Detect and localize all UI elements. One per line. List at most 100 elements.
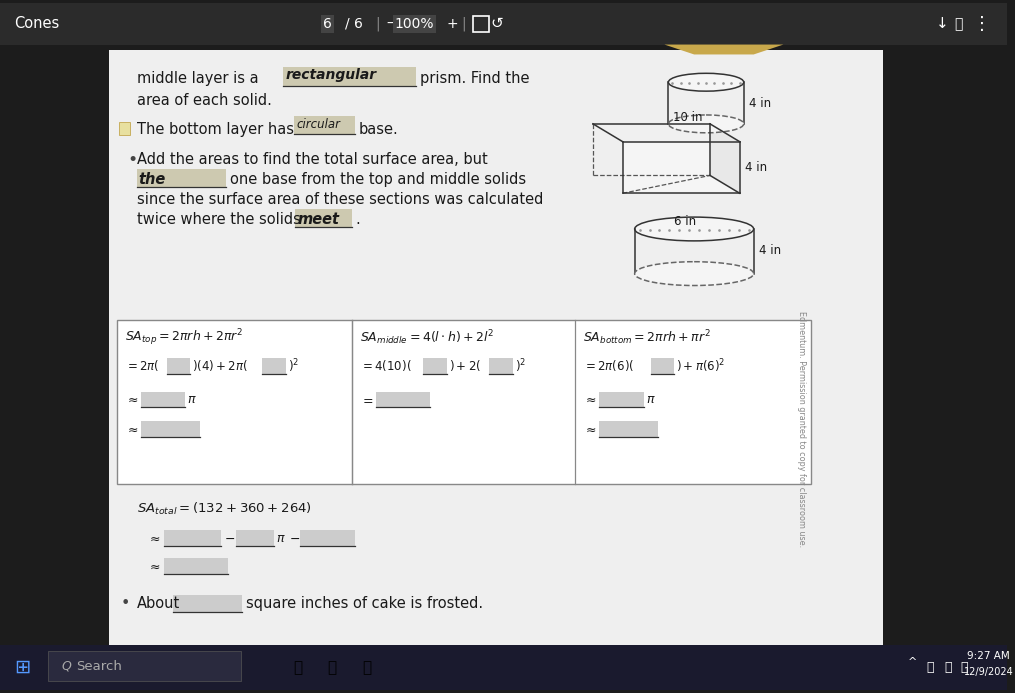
Bar: [236, 530, 274, 546]
Bar: [262, 358, 285, 374]
Text: $= 4(10)($: $= 4(10)($: [360, 358, 412, 374]
Bar: [293, 116, 355, 134]
Text: rectangular: rectangular: [285, 69, 377, 82]
Text: circular: circular: [296, 119, 340, 132]
Bar: [651, 358, 674, 374]
Text: 📶: 📶: [927, 661, 934, 674]
Bar: [423, 358, 448, 374]
Text: ⋮: ⋮: [972, 15, 991, 33]
Text: 4 in: 4 in: [749, 96, 770, 109]
Text: 🔵: 🔵: [328, 660, 337, 675]
Bar: [109, 51, 883, 645]
Text: prism. Find the: prism. Find the: [420, 71, 530, 86]
Text: $\approx$: $\approx$: [147, 532, 160, 545]
Text: / 6: / 6: [345, 17, 363, 30]
Bar: [376, 392, 430, 407]
Polygon shape: [710, 124, 740, 193]
Bar: [117, 320, 811, 484]
Bar: [599, 392, 644, 407]
Text: $\approx$: $\approx$: [125, 393, 138, 406]
Text: 6: 6: [323, 17, 332, 30]
Text: $-$: $-$: [288, 532, 299, 545]
Text: ⊞: ⊞: [14, 658, 31, 677]
Text: 4 in: 4 in: [745, 161, 767, 174]
Polygon shape: [593, 124, 740, 142]
Text: $\approx$: $\approx$: [125, 423, 138, 436]
Text: 6 in: 6 in: [674, 215, 696, 227]
Text: •: •: [121, 597, 130, 611]
Text: $-$: $-$: [224, 532, 235, 545]
Text: square inches of cake is frosted.: square inches of cake is frosted.: [246, 597, 483, 611]
Text: ↓: ↓: [936, 16, 948, 31]
Bar: [173, 595, 242, 612]
Text: |: |: [461, 17, 466, 31]
Text: $SA_{bottom} = 2\pi rh + \pi r^2$: $SA_{bottom} = 2\pi rh + \pi r^2$: [583, 328, 710, 347]
Text: $SA_{total} = (132 + 360 + 264)$: $SA_{total} = (132 + 360 + 264)$: [137, 500, 312, 517]
Text: the: the: [139, 172, 166, 187]
Polygon shape: [623, 142, 740, 193]
Text: $) + \pi(6)^2$: $) + \pi(6)^2$: [676, 357, 726, 375]
Text: ↺: ↺: [491, 16, 503, 31]
Ellipse shape: [668, 115, 744, 133]
Text: 🔊: 🔊: [944, 661, 952, 674]
Text: one base from the top and middle solids: one base from the top and middle solids: [230, 172, 526, 187]
Text: 100%: 100%: [395, 17, 434, 30]
Text: $\approx$: $\approx$: [583, 423, 597, 436]
Text: 🖨: 🖨: [955, 17, 963, 30]
Bar: [473, 16, 489, 32]
Ellipse shape: [634, 262, 754, 286]
Text: Cones: Cones: [14, 16, 59, 31]
Bar: [5, 649, 41, 683]
Bar: [0, 3, 1007, 44]
Text: —: —: [387, 17, 401, 30]
Ellipse shape: [634, 217, 754, 241]
Text: +: +: [447, 17, 458, 30]
Text: .: .: [355, 211, 359, 227]
Polygon shape: [665, 44, 784, 55]
Text: •: •: [127, 150, 137, 168]
Text: |: |: [375, 17, 380, 31]
Text: 12/9/2024: 12/9/2024: [964, 667, 1014, 677]
Bar: [282, 67, 416, 86]
Bar: [300, 530, 355, 546]
Text: Q: Q: [62, 660, 71, 673]
Text: Edmentum. Permission granted to copy for classroom use.: Edmentum. Permission granted to copy for…: [797, 311, 806, 547]
Text: Search: Search: [76, 660, 122, 673]
Text: 9:27 AM: 9:27 AM: [967, 651, 1010, 661]
Text: $=$: $=$: [360, 393, 374, 406]
Bar: [294, 209, 352, 227]
Text: $) + 2($: $) + 2($: [450, 358, 481, 374]
Text: twice where the solids: twice where the solids: [137, 211, 300, 227]
Text: $)^2$: $)^2$: [515, 357, 526, 375]
Text: ⏰: ⏰: [960, 661, 967, 674]
Bar: [0, 645, 1007, 690]
Bar: [141, 421, 200, 437]
Text: $SA_{top} = 2\pi rh + 2\pi r^2$: $SA_{top} = 2\pi rh + 2\pi r^2$: [125, 328, 244, 349]
Ellipse shape: [668, 73, 744, 91]
Text: The bottom layer has: The bottom layer has: [137, 123, 294, 137]
Bar: [137, 170, 226, 187]
Text: since the surface area of these sections was calculated: since the surface area of these sections…: [137, 192, 543, 207]
Text: $\approx$: $\approx$: [147, 560, 160, 572]
Text: base.: base.: [359, 123, 399, 137]
Text: $SA_{middle} = 4(l \cdot h) + 2l^2$: $SA_{middle} = 4(l \cdot h) + 2l^2$: [360, 328, 494, 347]
Text: 🟡: 🟡: [362, 660, 371, 675]
Text: $)(4) + 2\pi($: $)(4) + 2\pi($: [193, 358, 249, 374]
Text: 4 in: 4 in: [758, 245, 781, 257]
Text: 10 in: 10 in: [673, 112, 702, 125]
Bar: [599, 421, 659, 437]
Text: $\pi$: $\pi$: [276, 532, 285, 545]
Text: Add the areas to find the total surface area, but: Add the areas to find the total surface …: [137, 152, 487, 167]
Text: $\pi$: $\pi$: [646, 393, 656, 406]
Bar: [163, 530, 221, 546]
Bar: [489, 358, 513, 374]
Text: $= 2\pi($: $= 2\pi($: [125, 358, 159, 374]
Text: $\pi$: $\pi$: [188, 393, 197, 406]
Text: $= 2\pi(6)($: $= 2\pi(6)($: [583, 358, 634, 374]
Text: About: About: [137, 597, 180, 611]
Text: ^: ^: [907, 658, 917, 667]
Bar: [119, 122, 130, 134]
Bar: [166, 358, 191, 374]
Text: middle layer is a: middle layer is a: [137, 71, 259, 86]
Text: $\approx$: $\approx$: [583, 393, 597, 406]
